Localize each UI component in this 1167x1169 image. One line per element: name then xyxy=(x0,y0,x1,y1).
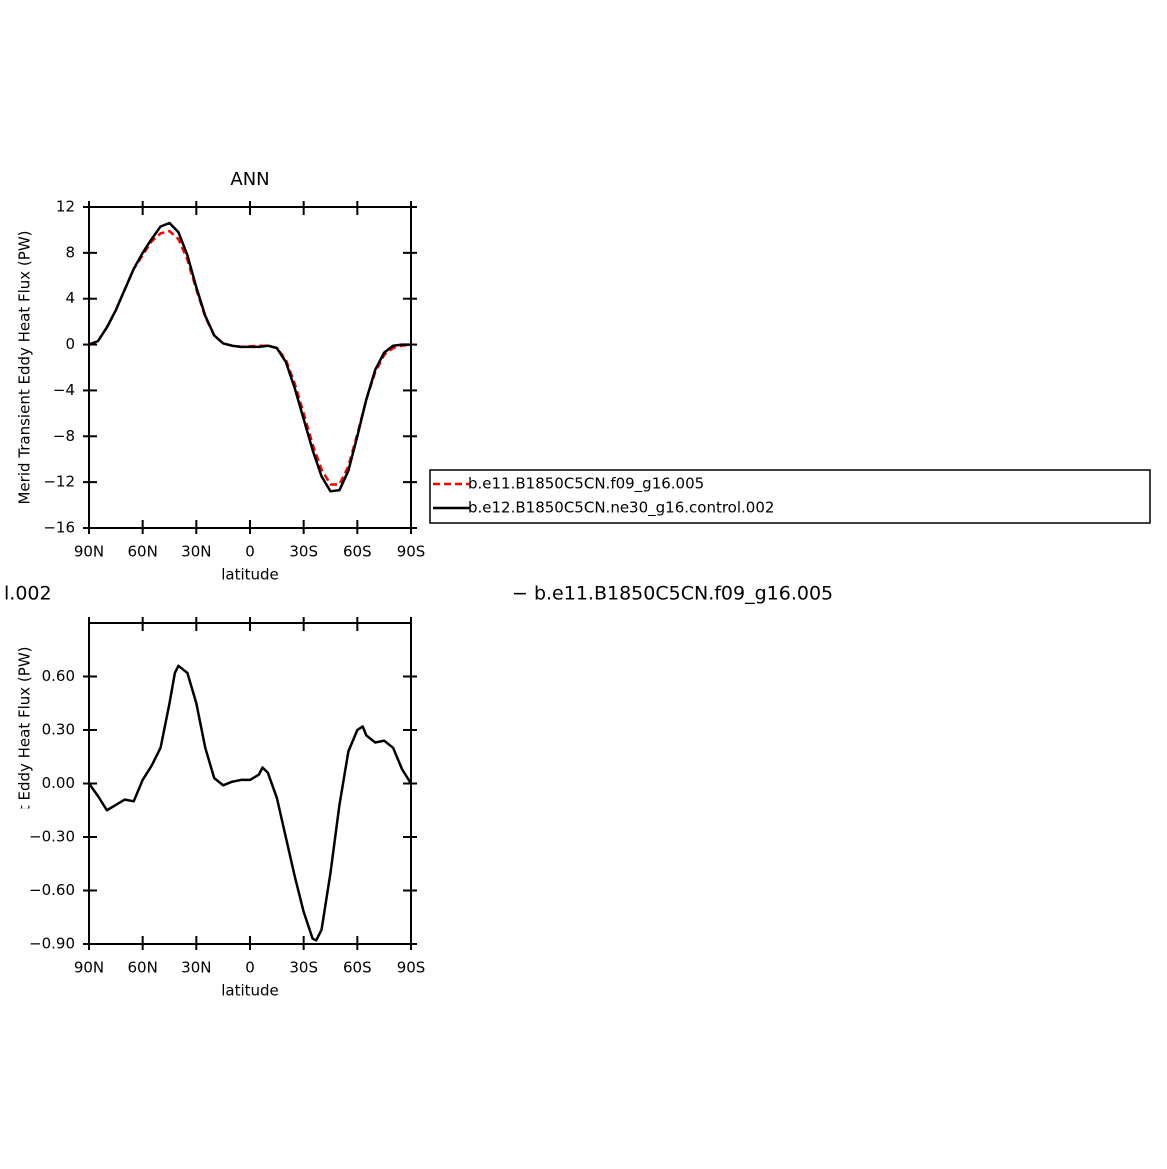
data-line xyxy=(87,664,413,942)
legend-label: b.e11.B1850C5CN.f09_g16.005 xyxy=(468,475,704,494)
chart-title: ANN xyxy=(230,169,269,190)
y-tick-label: −4 xyxy=(53,381,75,399)
y-axis-label: Merid Transient Eddy Heat Flux (PW) xyxy=(16,646,34,920)
y-tick-label: 4 xyxy=(65,289,75,307)
data-line xyxy=(88,229,412,486)
y-tick-label: −16 xyxy=(43,519,75,537)
x-tick-label: 30S xyxy=(289,959,318,977)
x-tick-label: 60S xyxy=(343,543,372,561)
y-tick-label: 0 xyxy=(65,335,75,353)
x-tick-label: 60N xyxy=(128,543,158,561)
y-tick-label: 0.00 xyxy=(42,774,75,792)
x-tick-label: 90N xyxy=(74,543,104,561)
x-tick-label: 90N xyxy=(74,959,104,977)
x-tick-label: 90S xyxy=(397,959,426,977)
chart-title: l.002 xyxy=(4,583,52,605)
y-tick-label: −0.60 xyxy=(29,881,75,899)
data-line xyxy=(88,221,411,493)
x-tick-label: 60S xyxy=(343,959,372,977)
y-tick-label: 0.60 xyxy=(42,667,75,685)
y-tick-label: −12 xyxy=(43,473,75,491)
y-tick-label: −0.30 xyxy=(29,828,75,846)
y-tick-label: −0.90 xyxy=(29,935,75,953)
legend-box xyxy=(429,469,1151,524)
x-axis-label: latitude xyxy=(221,982,279,1000)
x-tick-label: 60N xyxy=(128,959,158,977)
x-tick-label: 0 xyxy=(245,543,255,561)
x-tick-label: 30S xyxy=(289,543,318,561)
x-tick-label: 90S xyxy=(397,543,426,561)
plot-frame xyxy=(88,206,412,529)
y-axis-label: Merid Transient Eddy Heat Flux (PW) xyxy=(16,230,34,504)
x-tick-label: 30N xyxy=(181,543,211,561)
x-tick-label: 0 xyxy=(245,959,255,977)
x-tick-label: 30N xyxy=(181,959,211,977)
y-tick-label: −8 xyxy=(53,427,75,445)
x-axis-label: latitude xyxy=(221,566,279,584)
y-tick-label: 12 xyxy=(56,198,75,216)
plot-frame xyxy=(88,622,412,945)
y-tick-label: 8 xyxy=(65,243,75,261)
chart-title: − b.e11.B1850C5CN.f09_g16.005 xyxy=(512,583,833,605)
y-tick-label: 0.30 xyxy=(42,721,75,739)
legend-label: b.e12.B1850C5CN.ne30_g16.control.002 xyxy=(468,499,774,518)
